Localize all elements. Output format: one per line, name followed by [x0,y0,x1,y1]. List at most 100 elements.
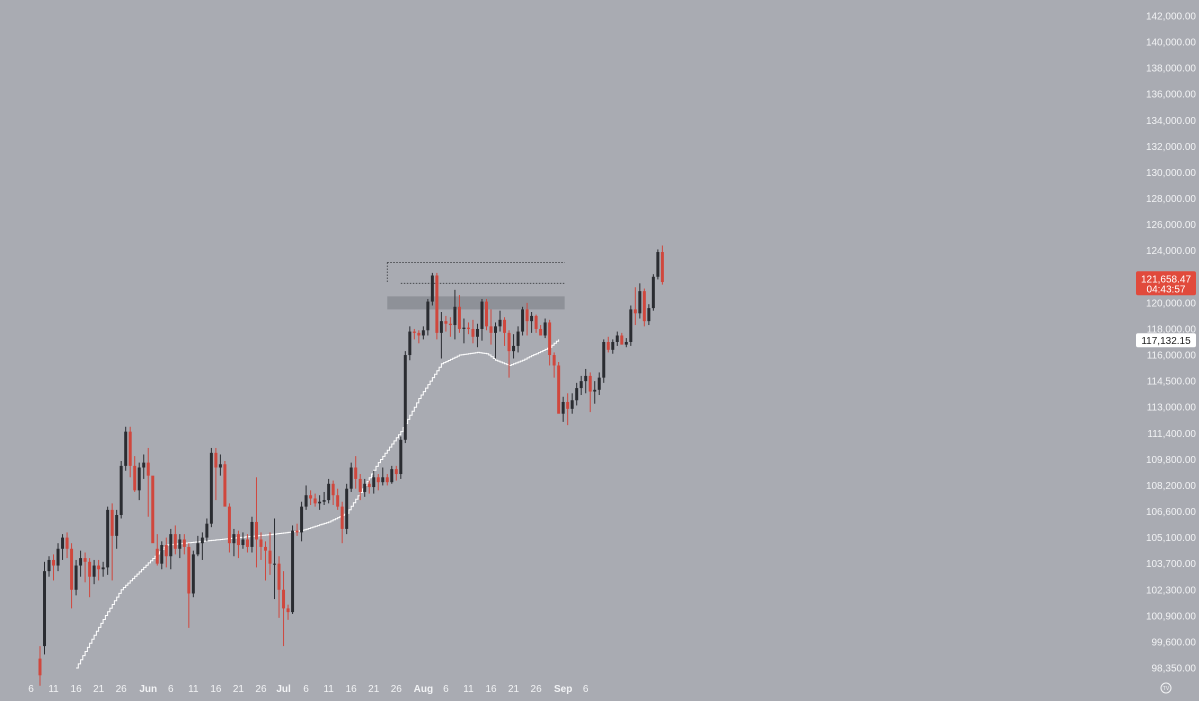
candle [74,559,78,596]
candle-body [417,332,421,336]
candle [241,532,245,549]
candle-body [128,431,132,466]
candle [530,312,534,333]
candle [642,288,646,327]
candle [291,525,295,614]
candle [304,485,308,510]
y-tick-label: 136,000.00 [1146,90,1196,101]
y-tick-label: 124,000.00 [1146,246,1196,257]
x-tick-label: 21 [368,684,380,695]
x-tick-label: 6 [28,684,34,695]
candle-body [521,309,525,332]
x-tick-label: 26 [531,684,543,695]
candle [534,314,538,333]
candle [430,272,434,306]
candle [403,351,407,444]
candle [656,249,660,280]
y-tick-label: 118,000.00 [1147,324,1197,335]
candle-body [584,375,588,382]
candle [151,475,155,544]
candle [412,328,416,340]
candle [570,393,574,414]
candle-body [56,548,60,566]
x-axis[interactable]: 6 11 16 21 26 Jun 6 11 16 21 26 Jul 6 11 16 21 26 Aug 6 11 1… [28,684,589,695]
candle-body [444,321,448,324]
candle [543,318,547,339]
candle-body [552,355,556,366]
x-tick-label: 26 [116,684,128,695]
candle-body [259,539,263,547]
candle [205,518,209,542]
candle [593,381,597,404]
candle [133,456,137,492]
candle [539,325,543,336]
candle-body [475,328,479,337]
candle-body [484,301,488,327]
candle-body [74,565,78,590]
candle-body [503,319,507,333]
candle [588,372,592,413]
y-tick-label: 138,000.00 [1146,64,1196,75]
x-tick-label: 6 [583,684,589,695]
candle-body [516,331,520,346]
candle [70,543,74,609]
candle [584,368,588,394]
tv-logo[interactable]: TV [1160,682,1172,694]
candle-body [79,558,83,566]
candle [633,287,637,326]
y-tick-label: 102,300.00 [1146,585,1196,596]
candle-body [566,401,570,409]
candle-body [336,495,340,507]
candle [345,483,349,535]
candle-body [313,498,317,504]
y-tick-label: 132,000.00 [1146,142,1196,153]
candle-body [223,464,227,507]
candle-body [498,319,502,327]
candle-body [624,342,628,345]
candle-body [548,322,552,356]
current-price-tag [1136,271,1196,296]
candle-body [52,559,56,566]
candle [484,298,488,331]
candle [453,289,457,340]
candle [354,456,358,489]
candle-body [372,477,376,488]
candle-body [38,658,42,676]
candle-body [534,315,538,329]
candle [209,447,213,528]
candle-body [291,530,295,613]
y-tick-label: 105,100.00 [1146,533,1196,544]
candle-body [277,563,281,590]
candle [214,447,218,501]
candle-body [182,539,186,547]
candle [110,503,114,581]
candle-body [561,401,565,414]
candle-body [119,465,123,515]
x-tick-label: 26 [255,684,267,695]
candle-body [615,335,619,342]
candle-body [620,335,624,345]
candle-body [133,465,137,491]
candle [498,310,502,332]
candle-body [146,462,150,476]
candle [647,304,651,326]
candle [385,474,389,486]
y-tick-label: 142,000.00 [1146,12,1196,23]
candle-body [448,323,452,326]
candle [394,465,398,481]
candle [47,556,51,577]
candle [579,375,583,396]
candle-body [331,483,335,496]
candle [629,305,633,346]
y-tick-label: 109,800.00 [1146,455,1196,466]
candle [223,460,227,507]
candle [575,382,579,406]
x-tick-label: 11 [323,684,334,695]
x-tick-label: 16 [346,684,358,695]
candle [286,604,290,620]
candle-body [70,548,74,590]
candle-body [254,521,258,540]
candle [295,523,299,536]
